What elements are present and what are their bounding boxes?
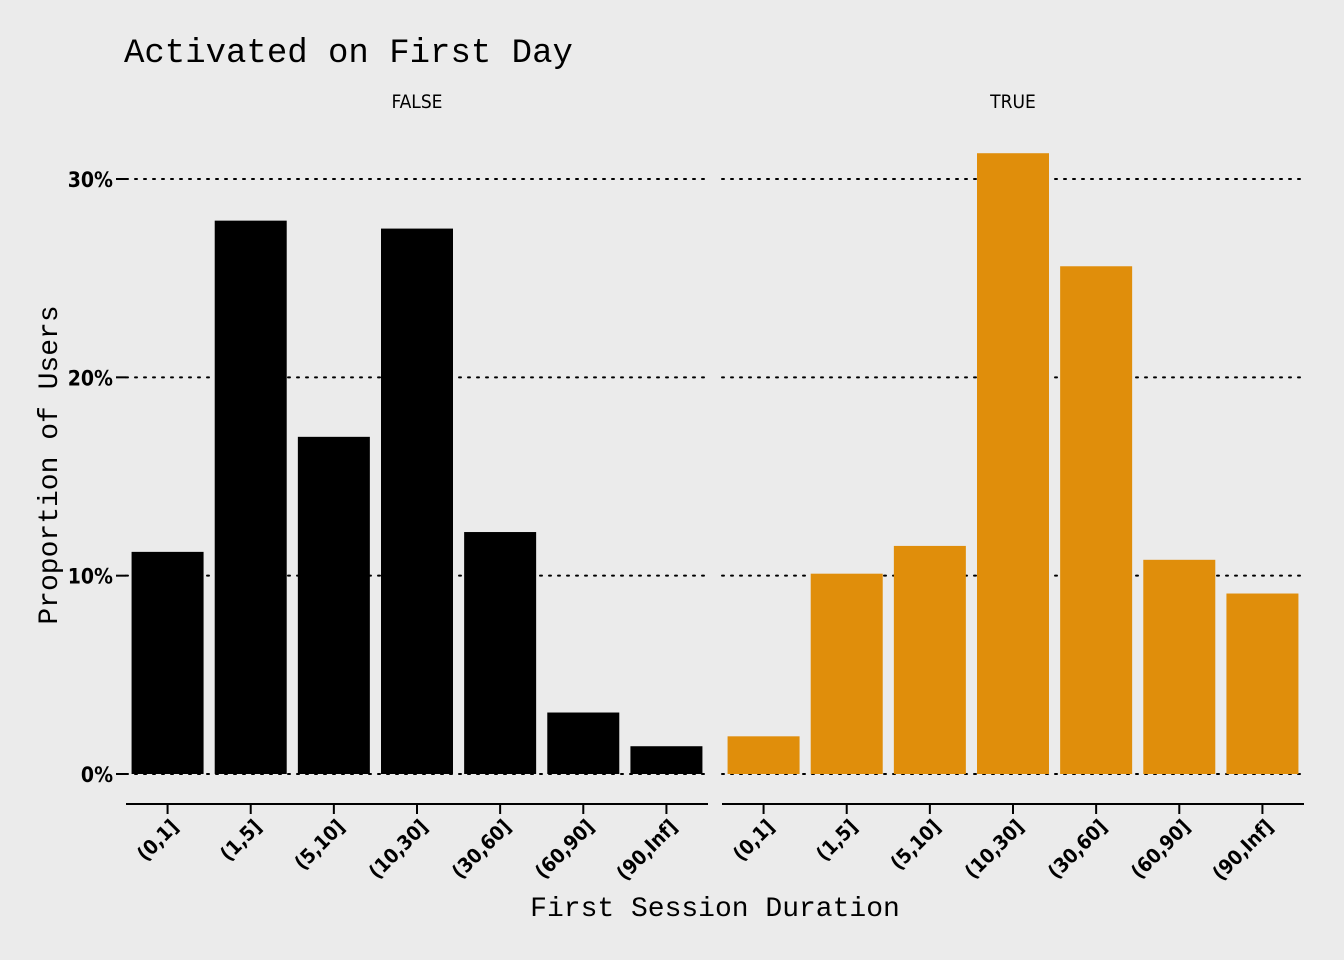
bar-true: [727, 736, 800, 774]
bar-false: [131, 551, 204, 774]
x-tick-label: (60,90]: [530, 815, 599, 884]
x-tick-label: (60,90]: [1126, 815, 1195, 884]
x-axis-title: First Session Duration: [530, 894, 900, 925]
x-tick-label: (1,5]: [811, 815, 862, 866]
y-tick-label: 30%: [68, 168, 113, 192]
x-tick-label: (5,10]: [885, 815, 945, 875]
x-tick-label: (1,5]: [215, 815, 266, 866]
bar-false: [630, 746, 703, 774]
plot-area: 0%10%20%30%FALSE(0,1] (1,5] (5,10] (10,30](…: [68, 91, 1305, 885]
y-tick-label: 0%: [81, 763, 113, 787]
x-tick-label: (90,Inf]: [1207, 815, 1277, 885]
y-tick-label: 10%: [68, 565, 113, 589]
x-tick-label: (10,30]: [364, 815, 433, 884]
x-tick-label: (30,60]: [447, 815, 516, 884]
bar-true: [977, 153, 1049, 774]
bar-false: [381, 228, 453, 775]
bar-false: [464, 532, 537, 774]
x-tick-label: (0,1]: [728, 815, 779, 866]
bar-true: [893, 545, 966, 774]
bar-true: [1143, 559, 1216, 774]
x-tick-label: (90,Inf]: [611, 815, 681, 885]
x-tick-label: (10,30]: [960, 815, 1029, 884]
x-tick-label: (5,10]: [289, 815, 349, 875]
bar-true: [1226, 593, 1299, 774]
bar-true: [810, 573, 883, 774]
y-tick-label: 20%: [68, 366, 113, 390]
chart-title: Activated on First Day: [124, 35, 573, 73]
bar-false: [214, 220, 287, 774]
panel-label-true: TRUE: [989, 91, 1036, 113]
x-tick-label: (30,60]: [1043, 815, 1112, 884]
panel-label-false: FALSE: [392, 91, 443, 113]
bar-true: [1060, 266, 1133, 774]
bar-false: [547, 712, 620, 774]
x-tick-label: (0,1]: [132, 815, 183, 866]
bar-false: [297, 436, 370, 774]
y-axis-title: Proportion of Users: [35, 305, 66, 624]
